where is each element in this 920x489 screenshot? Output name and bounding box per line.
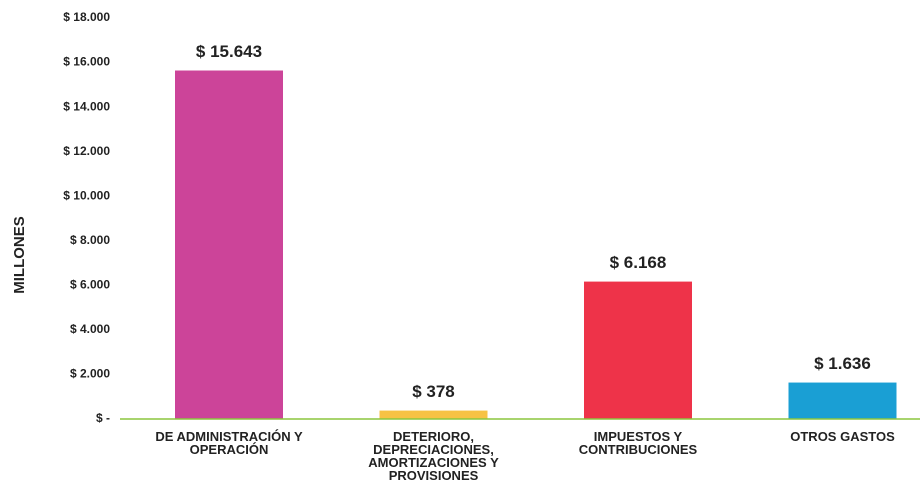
y-axis-title: MILLONES: [11, 216, 28, 294]
x-tick-label: DE ADMINISTRACIÓN Y OPERACIÓN: [155, 429, 303, 457]
value-label: $ 378: [412, 382, 455, 401]
y-tick-label: $ 18.000: [63, 10, 110, 24]
y-tick-label: $ 4.000: [70, 322, 110, 336]
y-tick-label: $ 10.000: [63, 188, 110, 202]
value-label: $ 15.643: [196, 42, 262, 61]
y-tick-label: $ 2.000: [70, 367, 110, 381]
bar: [584, 281, 692, 419]
y-tick-label: $ -: [96, 411, 110, 425]
value-label: $ 1.636: [814, 354, 871, 373]
y-tick-label: $ 8.000: [70, 233, 110, 247]
y-tick-label: $ 16.000: [63, 55, 110, 69]
x-tick-label: IMPUESTOS Y CONTRIBUCIONES: [578, 429, 698, 457]
y-tick-label: $ 14.000: [63, 99, 110, 113]
x-tick-label: DETERIORO, DEPRECIACIONES, AMORTIZACIONE…: [368, 429, 499, 483]
value-label: $ 6.168: [610, 253, 667, 272]
bar: [379, 410, 488, 419]
x-tick-label: OTROS GASTOS: [790, 429, 895, 444]
y-tick-label: $ 12.000: [63, 144, 110, 158]
bar: [788, 382, 897, 419]
y-tick-label: $ 6.000: [70, 278, 110, 292]
bar: [175, 70, 283, 419]
